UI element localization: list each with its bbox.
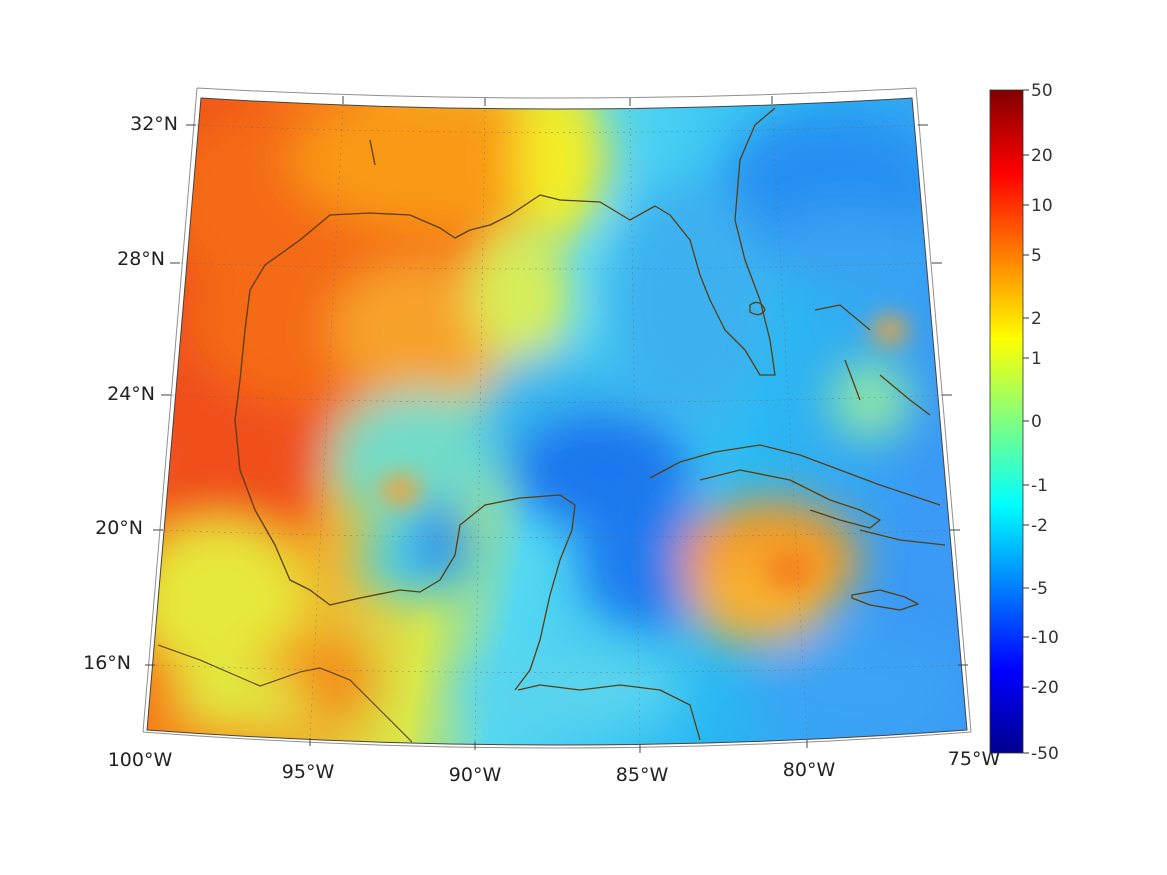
lat-label-16: 16°N: [83, 652, 131, 674]
map-ticks: [145, 96, 968, 753]
colorbar-tick-label: 50: [1031, 81, 1053, 101]
lat-label-28: 28°N: [117, 248, 165, 270]
lon-label-95: 95°W: [282, 761, 335, 783]
colorbar: 50 20 10 5 2 1 0 -1 -2 -5 -10 -20 -50: [989, 81, 1059, 764]
map-frame: [146, 97, 968, 746]
colorbar-tick-label: -5: [1031, 579, 1048, 599]
colorbar-tick-label: -10: [1031, 628, 1059, 648]
colorbar-gradient: [989, 89, 1024, 754]
colorbar-tick-label: 5: [1031, 246, 1042, 266]
lon-label-75: 75°W: [948, 748, 1001, 770]
lon-label-90: 90°W: [449, 764, 502, 786]
lon-label-80: 80°W: [783, 759, 836, 781]
colorbar-tick-label: 20: [1031, 146, 1053, 166]
latitude-labels: 32°N 28°N 24°N 20°N 16°N: [83, 113, 178, 674]
colorbar-tick-label: -20: [1031, 678, 1059, 698]
lat-label-24: 24°N: [107, 383, 155, 405]
lat-label-20: 20°N: [95, 517, 143, 539]
graticule: [149, 104, 963, 746]
longitude-labels: 100°W 95°W 90°W 85°W 80°W 75°W: [108, 748, 1001, 786]
lon-label-85: 85°W: [616, 764, 669, 786]
lon-label-100: 100°W: [108, 749, 173, 771]
lat-label-32: 32°N: [130, 113, 178, 135]
colorbar-tick-label: 10: [1031, 196, 1053, 216]
colorbar-tick-label: -1: [1031, 476, 1048, 496]
colorbar-tick-label: -2: [1031, 516, 1048, 536]
colorbar-tick-label: -50: [1031, 744, 1059, 764]
coastlines: [157, 107, 946, 743]
colorbar-tick-label: 1: [1031, 349, 1042, 369]
map-field: [147, 98, 967, 745]
colorbar-tick-label: 2: [1031, 309, 1042, 329]
colorbar-tick-label: 0: [1031, 412, 1042, 432]
